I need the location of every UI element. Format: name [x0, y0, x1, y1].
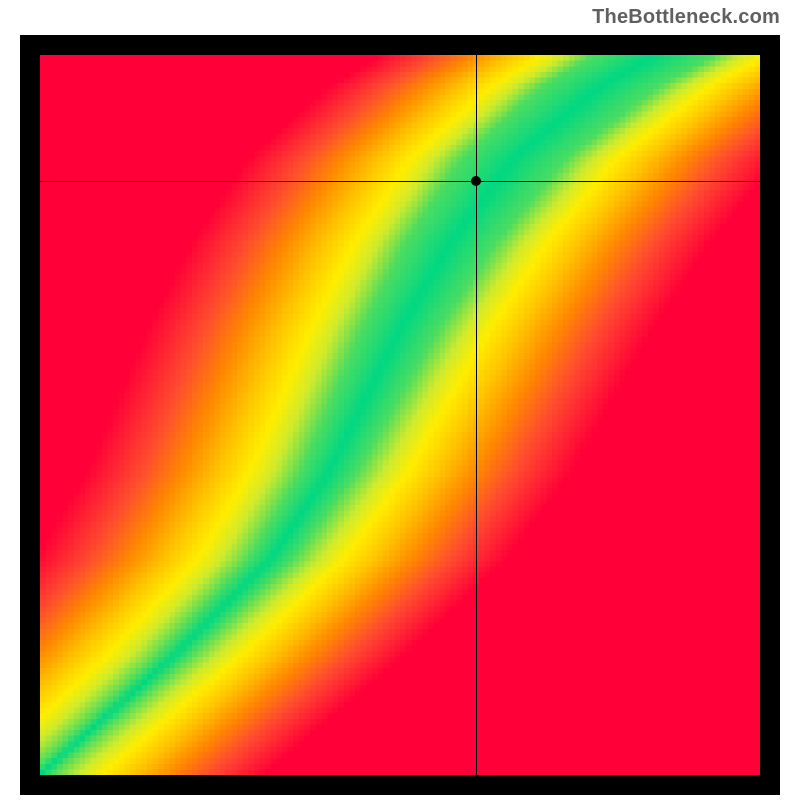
watermark-text: TheBottleneck.com: [592, 6, 780, 29]
crosshair-marker: [471, 176, 481, 186]
crosshair-vertical: [476, 55, 477, 775]
chart-container: TheBottleneck.com: [0, 0, 800, 800]
crosshair-horizontal: [40, 181, 760, 182]
plot-frame: [20, 35, 780, 795]
plot-area: [40, 55, 760, 775]
heatmap-canvas: [40, 55, 760, 775]
